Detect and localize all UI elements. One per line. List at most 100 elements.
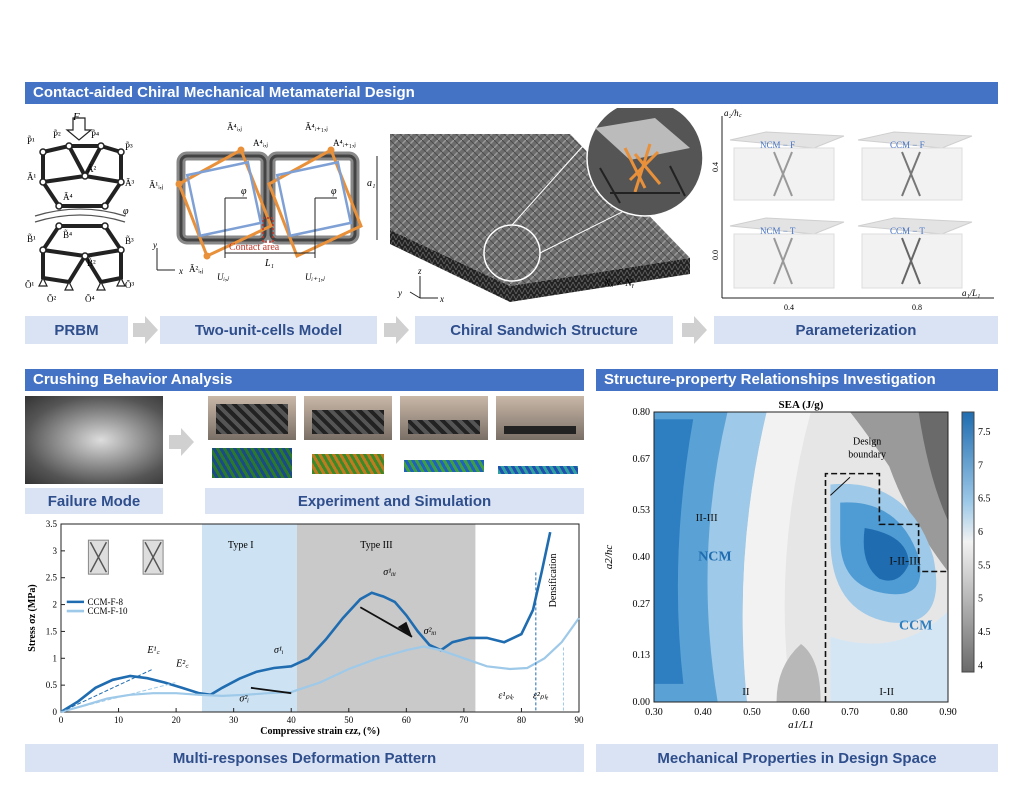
annotation-label: E²꜀ bbox=[175, 658, 189, 669]
series-line-ccm-f-8 bbox=[60, 531, 552, 714]
svg-text:P̃¹: P̃¹ bbox=[27, 136, 35, 146]
label-multi-responses: Multi-responses Deformation Pattern bbox=[25, 744, 584, 772]
svg-text:a₁/L₁: a₁/L₁ bbox=[962, 288, 980, 298]
colorbar-tick-label: 4.5 bbox=[978, 627, 991, 638]
modulus-line-1 bbox=[60, 668, 154, 713]
legend-entry: CCM-F-8 bbox=[87, 597, 123, 607]
svg-text:x: x bbox=[439, 294, 444, 304]
x-tick-label: 90 bbox=[575, 715, 585, 725]
y-tick-label: 0.53 bbox=[633, 505, 651, 516]
x-tick-label: 50 bbox=[344, 715, 354, 725]
y-tick-label: 2.5 bbox=[46, 573, 58, 583]
svg-text:P̃⁴: P̃⁴ bbox=[91, 130, 99, 140]
svg-text:Ã¹ᵢ,ⱼ: Ã¹ᵢ,ⱼ bbox=[149, 180, 164, 190]
colorbar-tick-label: 7.5 bbox=[978, 427, 991, 438]
force-label: F bbox=[72, 111, 80, 123]
svg-text:a₁: a₁ bbox=[367, 178, 375, 189]
svg-text:Ã²: Ã² bbox=[87, 164, 96, 174]
lattice-icon bbox=[87, 539, 109, 575]
region-label: Type I bbox=[228, 540, 254, 551]
chevron-arrow-1 bbox=[133, 316, 158, 344]
y-tick-label: 0 bbox=[53, 707, 58, 717]
section-header-crushing: Crushing Behavior Analysis bbox=[25, 369, 584, 391]
svg-text:Nₓ × Nᵧ: Nₓ × Nᵧ bbox=[603, 278, 635, 289]
label-parameterization: Parameterization bbox=[714, 316, 998, 344]
annotation-label: σ¹ᵢ bbox=[274, 645, 284, 656]
x-tick-label: 0.50 bbox=[743, 707, 761, 718]
region-label: Densification bbox=[548, 553, 559, 607]
region-label: I-II-III bbox=[889, 553, 921, 567]
trend-arrowhead bbox=[397, 621, 413, 637]
annotation-label: ε¹ₚₗₑ bbox=[498, 691, 514, 702]
x-tick-label: 0.30 bbox=[645, 707, 663, 718]
y-tick-label: 2 bbox=[53, 600, 58, 610]
x-tick-label: 0.90 bbox=[939, 707, 957, 718]
chevron-arrow-4 bbox=[169, 428, 194, 456]
y-tick-label: 1 bbox=[53, 653, 58, 663]
region-label: Type III bbox=[360, 540, 392, 551]
legend-entry: CCM-F-10 bbox=[87, 606, 128, 616]
x-tick-label: 20 bbox=[172, 715, 182, 725]
label-prbm: PRBM bbox=[25, 316, 128, 344]
svg-text:A⁴ᵢ₊₁,ⱼ: A⁴ᵢ₊₁,ⱼ bbox=[333, 138, 356, 148]
svg-text:Uᵢ₊₁,ⱼ: Uᵢ₊₁,ⱼ bbox=[305, 272, 326, 282]
region-label: boundary bbox=[848, 450, 886, 461]
x-tick-label: 0 bbox=[59, 715, 64, 725]
svg-text:B̃³: B̃³ bbox=[125, 236, 134, 246]
svg-text:Õ⁴: Õ⁴ bbox=[85, 294, 95, 304]
contour-frame bbox=[653, 411, 949, 703]
y-tick-label: 0.00 bbox=[633, 697, 651, 708]
label-two-unit: Two-unit-cells Model bbox=[160, 316, 377, 344]
stress-strain-chart: 0 10 20 30 40 50 60 70 80 90 0 0.5 1 1.5 2 2.5 3 3.5 Compr… bbox=[27, 519, 585, 737]
trend-arrow bbox=[359, 606, 413, 638]
region-type-i bbox=[202, 524, 297, 712]
svg-text:a₂/h꜀: a₂/h꜀ bbox=[724, 108, 743, 118]
section-header-structure: Structure-property Relationships Investi… bbox=[596, 369, 998, 391]
contour-band-6 bbox=[850, 412, 948, 572]
svg-text:Õ¹: Õ¹ bbox=[25, 280, 34, 290]
region-label: I-II bbox=[879, 686, 894, 698]
annotation-label: σ¹ᵢᵢᵢ bbox=[383, 567, 396, 578]
region-label: II-III bbox=[696, 512, 718, 524]
svg-text:Ã²ᵢ,ⱼ: Ã²ᵢ,ⱼ bbox=[189, 264, 204, 274]
label-experiment: Experiment and Simulation bbox=[205, 488, 584, 514]
svg-text:Contact area: Contact area bbox=[229, 242, 280, 253]
annotation-label: ε²ₚₗₑ bbox=[533, 691, 549, 702]
series-line-ccm-f-10 bbox=[60, 617, 580, 714]
contour-band-5 bbox=[776, 644, 821, 702]
experiment-photos bbox=[208, 396, 584, 484]
x-tick-label: 60 bbox=[402, 715, 412, 725]
region-label: NCM bbox=[698, 550, 731, 565]
region-type-iii bbox=[296, 524, 476, 712]
param-cell-ncm-t: NCM − T bbox=[729, 217, 845, 289]
label-mechanical-properties: Mechanical Properties in Design Space bbox=[596, 744, 998, 772]
svg-text:y: y bbox=[152, 240, 157, 250]
label-failure-mode: Failure Mode bbox=[25, 488, 163, 514]
y-tick-label: 0.27 bbox=[633, 599, 651, 610]
trend-arrow bbox=[250, 686, 292, 695]
section-header-design: Contact-aided Chiral Mechanical Metamate… bbox=[25, 82, 998, 104]
y-tick-label: 0.40 bbox=[633, 552, 651, 563]
colorbar bbox=[961, 411, 975, 673]
x-tick-label: 10 bbox=[114, 715, 124, 725]
lattice-icon bbox=[142, 539, 164, 575]
svg-text:φ: φ bbox=[123, 206, 129, 217]
colorbar-tick-label: 6.5 bbox=[978, 494, 991, 505]
svg-text:0.8: 0.8 bbox=[912, 303, 922, 312]
contour-band-2 bbox=[654, 419, 694, 684]
annotation-label: E¹꜀ bbox=[146, 645, 160, 656]
y-axis-label: Stress σz (MPa) bbox=[27, 584, 38, 651]
x-tick-label: 0.60 bbox=[792, 707, 810, 718]
contour-title: SEA (J/g) bbox=[779, 399, 824, 411]
svg-text:Ã⁴: Ã⁴ bbox=[63, 192, 73, 202]
svg-text:Ã¹: Ã¹ bbox=[27, 172, 36, 182]
x-axis-label: a1/L1 bbox=[788, 719, 814, 731]
svg-text:Ã⁴ᵢ,ⱼ: Ã⁴ᵢ,ⱼ bbox=[227, 122, 242, 132]
svg-text:Ã⁴ᵢ₊₁,ⱼ: Ã⁴ᵢ₊₁,ⱼ bbox=[305, 122, 328, 132]
svg-text:0.4: 0.4 bbox=[784, 303, 794, 312]
y-tick-label: 0.5 bbox=[46, 680, 58, 690]
svg-text:B̃⁴: B̃⁴ bbox=[63, 230, 72, 240]
svg-text:Uᵢ,ⱼ: Uᵢ,ⱼ bbox=[217, 272, 230, 282]
chiral-sandwich-render: Nₓ × Nᵧ z y x bbox=[390, 108, 704, 304]
region-label: CCM bbox=[899, 619, 932, 634]
